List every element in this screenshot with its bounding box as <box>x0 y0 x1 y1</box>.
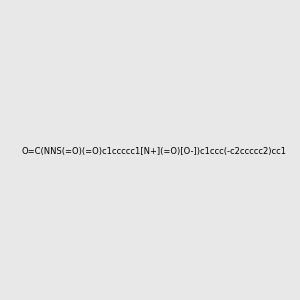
Text: O=C(NNS(=O)(=O)c1ccccc1[N+](=O)[O-])c1ccc(-c2ccccc2)cc1: O=C(NNS(=O)(=O)c1ccccc1[N+](=O)[O-])c1cc… <box>21 147 286 156</box>
